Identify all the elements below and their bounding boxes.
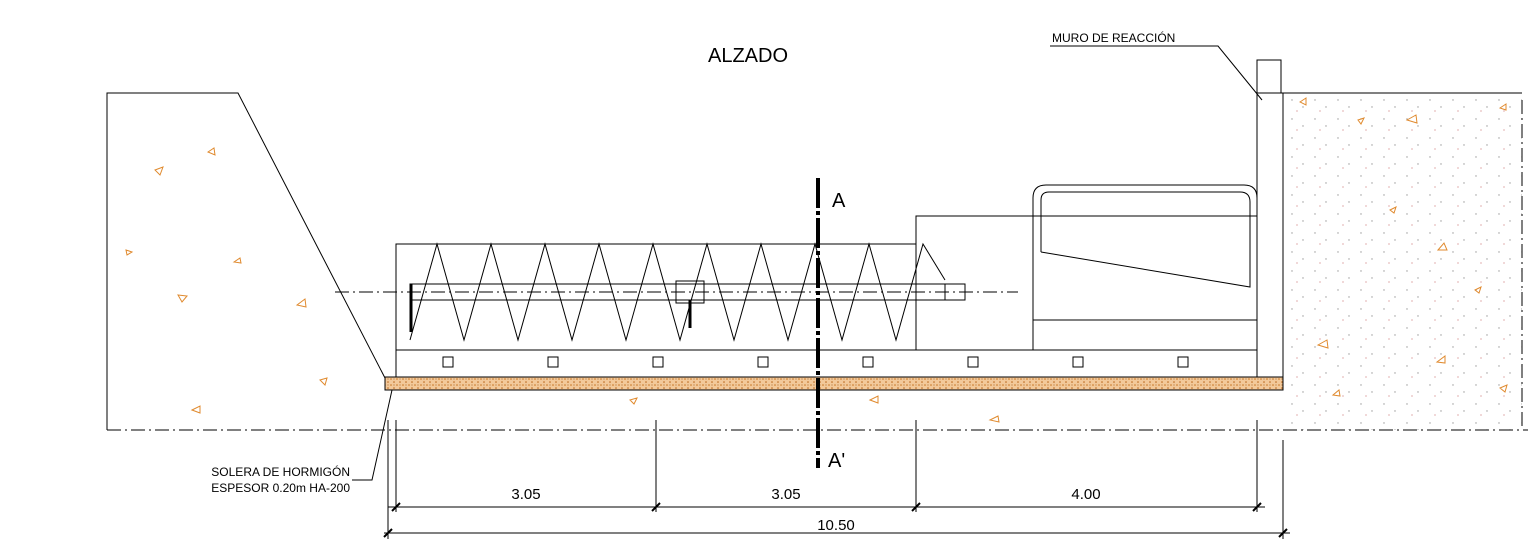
auger-casing: [395, 243, 917, 351]
cab: [1032, 184, 1258, 350]
wall-cap: [1256, 59, 1282, 94]
wall-label: MURO DE REACCIÓN: [1052, 30, 1175, 45]
cab-window: [1040, 191, 1251, 288]
aggregate: [125, 97, 1508, 423]
leader: [352, 389, 393, 481]
dimension-total: 10.50: [817, 517, 855, 534]
beam: [395, 349, 1258, 378]
slab-label: ESPESOR 0.20m HA-200: [211, 481, 350, 495]
beam-holes: [442, 356, 1189, 368]
dimension: 4.00: [1071, 486, 1100, 503]
slab-label: SOLERA DE HORMIGÓN: [211, 464, 350, 479]
title: ALZADO: [708, 45, 788, 67]
dimension: 3.05: [511, 486, 540, 503]
reaction-wall: [1256, 92, 1284, 391]
auger-flight: [409, 242, 946, 342]
slab: [384, 376, 1284, 391]
section-label: A': [828, 450, 845, 472]
leader: [1050, 45, 1263, 101]
section-label: A: [832, 190, 846, 212]
dimension: 3.05: [771, 486, 800, 503]
soil-right: [1283, 93, 1522, 430]
dimension-lines: [383, 420, 1290, 539]
machine: [915, 215, 1258, 351]
